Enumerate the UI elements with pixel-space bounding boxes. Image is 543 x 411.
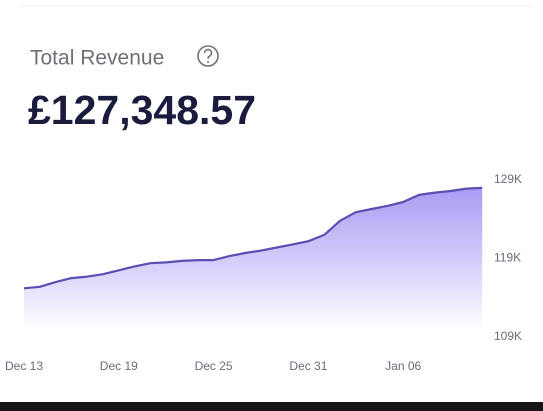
x-tick-label: Dec 19 <box>100 359 138 373</box>
area-fill <box>24 187 483 331</box>
x-tick-label: Dec 25 <box>195 359 233 373</box>
help-icon[interactable] <box>197 45 219 67</box>
total-value: £127,348.57 <box>28 87 256 133</box>
help-icon-circle[interactable] <box>197 45 219 67</box>
help-icon-dot[interactable] <box>207 61 209 63</box>
x-tick-label: Jan 06 <box>385 359 421 373</box>
bottom-bar <box>0 402 543 411</box>
x-tick-label: Dec 31 <box>289 359 327 373</box>
revenue-line <box>23 186 483 290</box>
y-tick-label: 129K <box>494 172 522 186</box>
plot: 109K 119K 129K Dec 13 Dec 19 Dec 25 Dec 31 Jan … <box>5 172 522 373</box>
help-icon-mark[interactable] <box>203 48 213 59</box>
y-tick-label: 109K <box>494 329 522 343</box>
x-tick-label: Dec 13 <box>5 359 43 373</box>
y-tick-label: 119K <box>494 251 521 265</box>
card-title: Total Revenue <box>30 47 164 70</box>
